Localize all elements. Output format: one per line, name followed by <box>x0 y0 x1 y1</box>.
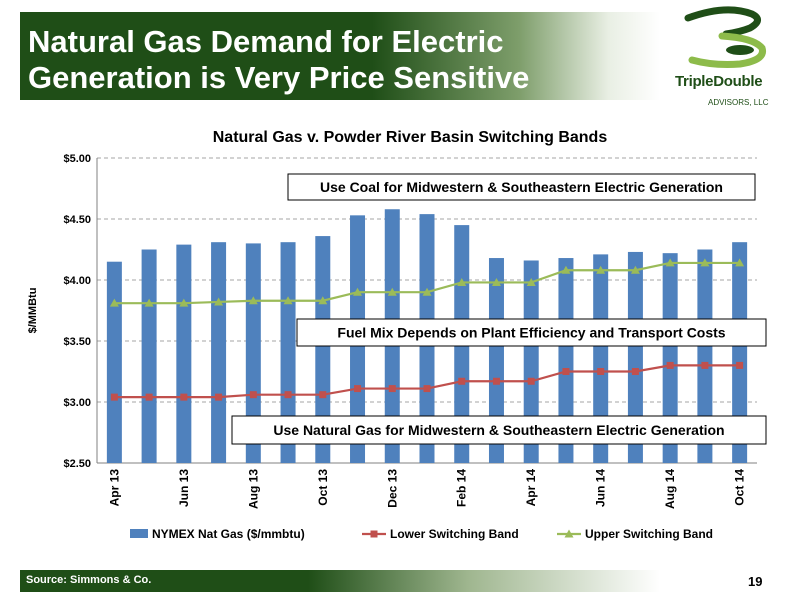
upper-band-marker <box>109 298 119 307</box>
upper-band-marker <box>179 298 189 307</box>
lower-band-marker <box>110 393 118 401</box>
nat-gas-bar <box>523 260 539 463</box>
lower-band-marker <box>423 385 431 393</box>
y-tick-label: $5.00 <box>63 153 91 165</box>
upper-band-marker <box>144 298 154 307</box>
y-tick-label: $3.00 <box>63 397 91 409</box>
annotation-box <box>231 415 767 445</box>
nat-gas-bar <box>106 261 122 463</box>
lower-band-marker <box>180 393 188 401</box>
y-axis-label: $/MMBtu <box>27 288 39 334</box>
x-tick-label: Jun 13 <box>177 469 191 507</box>
upper-band-marker <box>318 296 328 305</box>
upper-band-marker <box>214 297 224 306</box>
upper-band-marker <box>353 287 363 296</box>
lower-band-marker <box>145 393 153 401</box>
nat-gas-bar <box>488 258 504 463</box>
upper-band-marker <box>387 287 397 296</box>
x-tick-label: Aug 13 <box>246 469 260 509</box>
x-tick-label: Oct 13 <box>316 469 330 506</box>
upper-band-marker <box>422 287 432 296</box>
annotation-box <box>296 318 767 347</box>
legend-upper-band-marker <box>564 529 574 538</box>
upper-band-marker <box>491 277 501 286</box>
lower-band-marker <box>284 391 292 399</box>
annotation-box <box>287 173 756 201</box>
x-tick-label: Jun 14 <box>594 469 608 507</box>
x-tick-label: Aug 14 <box>663 469 677 509</box>
upper-band-marker <box>561 265 571 274</box>
lower-band-marker <box>562 368 570 375</box>
lower-band-marker <box>527 377 535 385</box>
nat-gas-bar <box>245 243 261 463</box>
lower-band-marker <box>388 385 396 393</box>
y-tick-label: $4.50 <box>63 214 91 226</box>
lower-band-marker <box>492 377 500 385</box>
upper-band-marker <box>596 265 606 274</box>
lower-band-marker <box>215 393 223 401</box>
annotation-text: Use Coal for Midwestern & Southeastern E… <box>320 179 723 195</box>
y-tick-label: $2.50 <box>63 458 91 470</box>
logo-wordmark: TripleDouble <box>675 73 763 90</box>
upper-band-marker <box>665 258 675 267</box>
annotation-text: Use Natural Gas for Midwestern & Southea… <box>273 422 724 438</box>
upper-band-marker <box>248 296 258 305</box>
x-tick-label: Apr 13 <box>107 469 121 507</box>
lower-band-marker <box>319 391 327 399</box>
lower-band-marker <box>736 361 744 369</box>
lower-band-marker <box>458 377 466 385</box>
legend-label: Upper Switching Band <box>585 527 713 541</box>
nat-gas-bar <box>593 254 609 463</box>
logo-subtitle: ADVISORS, LLC <box>708 98 769 107</box>
slide-title-line-2: Generation is Very Price Sensitive <box>28 60 530 95</box>
upper-band-marker <box>457 277 467 286</box>
x-tick-label: Oct 14 <box>733 469 747 506</box>
nat-gas-bar <box>697 249 713 463</box>
nat-gas-bar <box>732 242 748 463</box>
lower-band-marker <box>354 385 362 393</box>
x-tick-label: Feb 14 <box>455 469 469 507</box>
slide-title: Natural Gas Demand for Electric Generati… <box>28 24 529 96</box>
nat-gas-bar <box>662 253 678 463</box>
upper-band-marker <box>630 265 640 274</box>
title-banner: Natural Gas Demand for Electric Generati… <box>20 12 660 100</box>
legend-label: NYMEX Nat Gas ($/mmbtu) <box>152 527 305 541</box>
upper-band-marker <box>283 296 293 305</box>
lower-band-marker <box>666 361 674 369</box>
chart-title: Natural Gas v. Powder River Basin Switch… <box>213 129 608 146</box>
lower-band-marker <box>597 368 605 375</box>
nat-gas-bar <box>627 251 643 463</box>
lower-band-marker <box>631 368 639 375</box>
slide-title-line-1: Natural Gas Demand for Electric <box>28 24 504 59</box>
nat-gas-bar <box>176 244 192 463</box>
lower-band-marker <box>249 391 257 399</box>
upper-band-marker <box>700 258 710 267</box>
legend-swatch-bar <box>130 529 148 538</box>
legend-lower-band-marker <box>370 530 378 538</box>
nat-gas-bar <box>211 242 227 463</box>
legend-label: Lower Switching Band <box>390 527 519 541</box>
triple-double-logo-icon <box>684 6 766 68</box>
y-tick-label: $3.50 <box>63 336 91 348</box>
annotation-text: Fuel Mix Depends on Plant Efficiency and… <box>337 325 725 341</box>
nat-gas-bar <box>280 242 296 463</box>
nat-gas-bar <box>558 258 574 463</box>
nat-gas-bar <box>141 249 157 463</box>
x-tick-label: Dec 13 <box>385 469 399 508</box>
upper-band-marker <box>735 258 745 267</box>
nat-gas-bar <box>315 236 331 463</box>
switching-bands-chart: Natural Gas v. Powder River Basin Switch… <box>27 129 767 541</box>
upper-band-marker <box>526 277 536 286</box>
y-tick-label: $4.00 <box>63 275 91 287</box>
x-tick-label: Apr 14 <box>524 469 538 507</box>
lower-band-marker <box>701 361 709 369</box>
page-number: 19 <box>748 574 763 589</box>
source-note: Source: Simmons & Co. <box>26 574 152 586</box>
footer-bar: Source: Simmons & Co. <box>20 570 660 592</box>
